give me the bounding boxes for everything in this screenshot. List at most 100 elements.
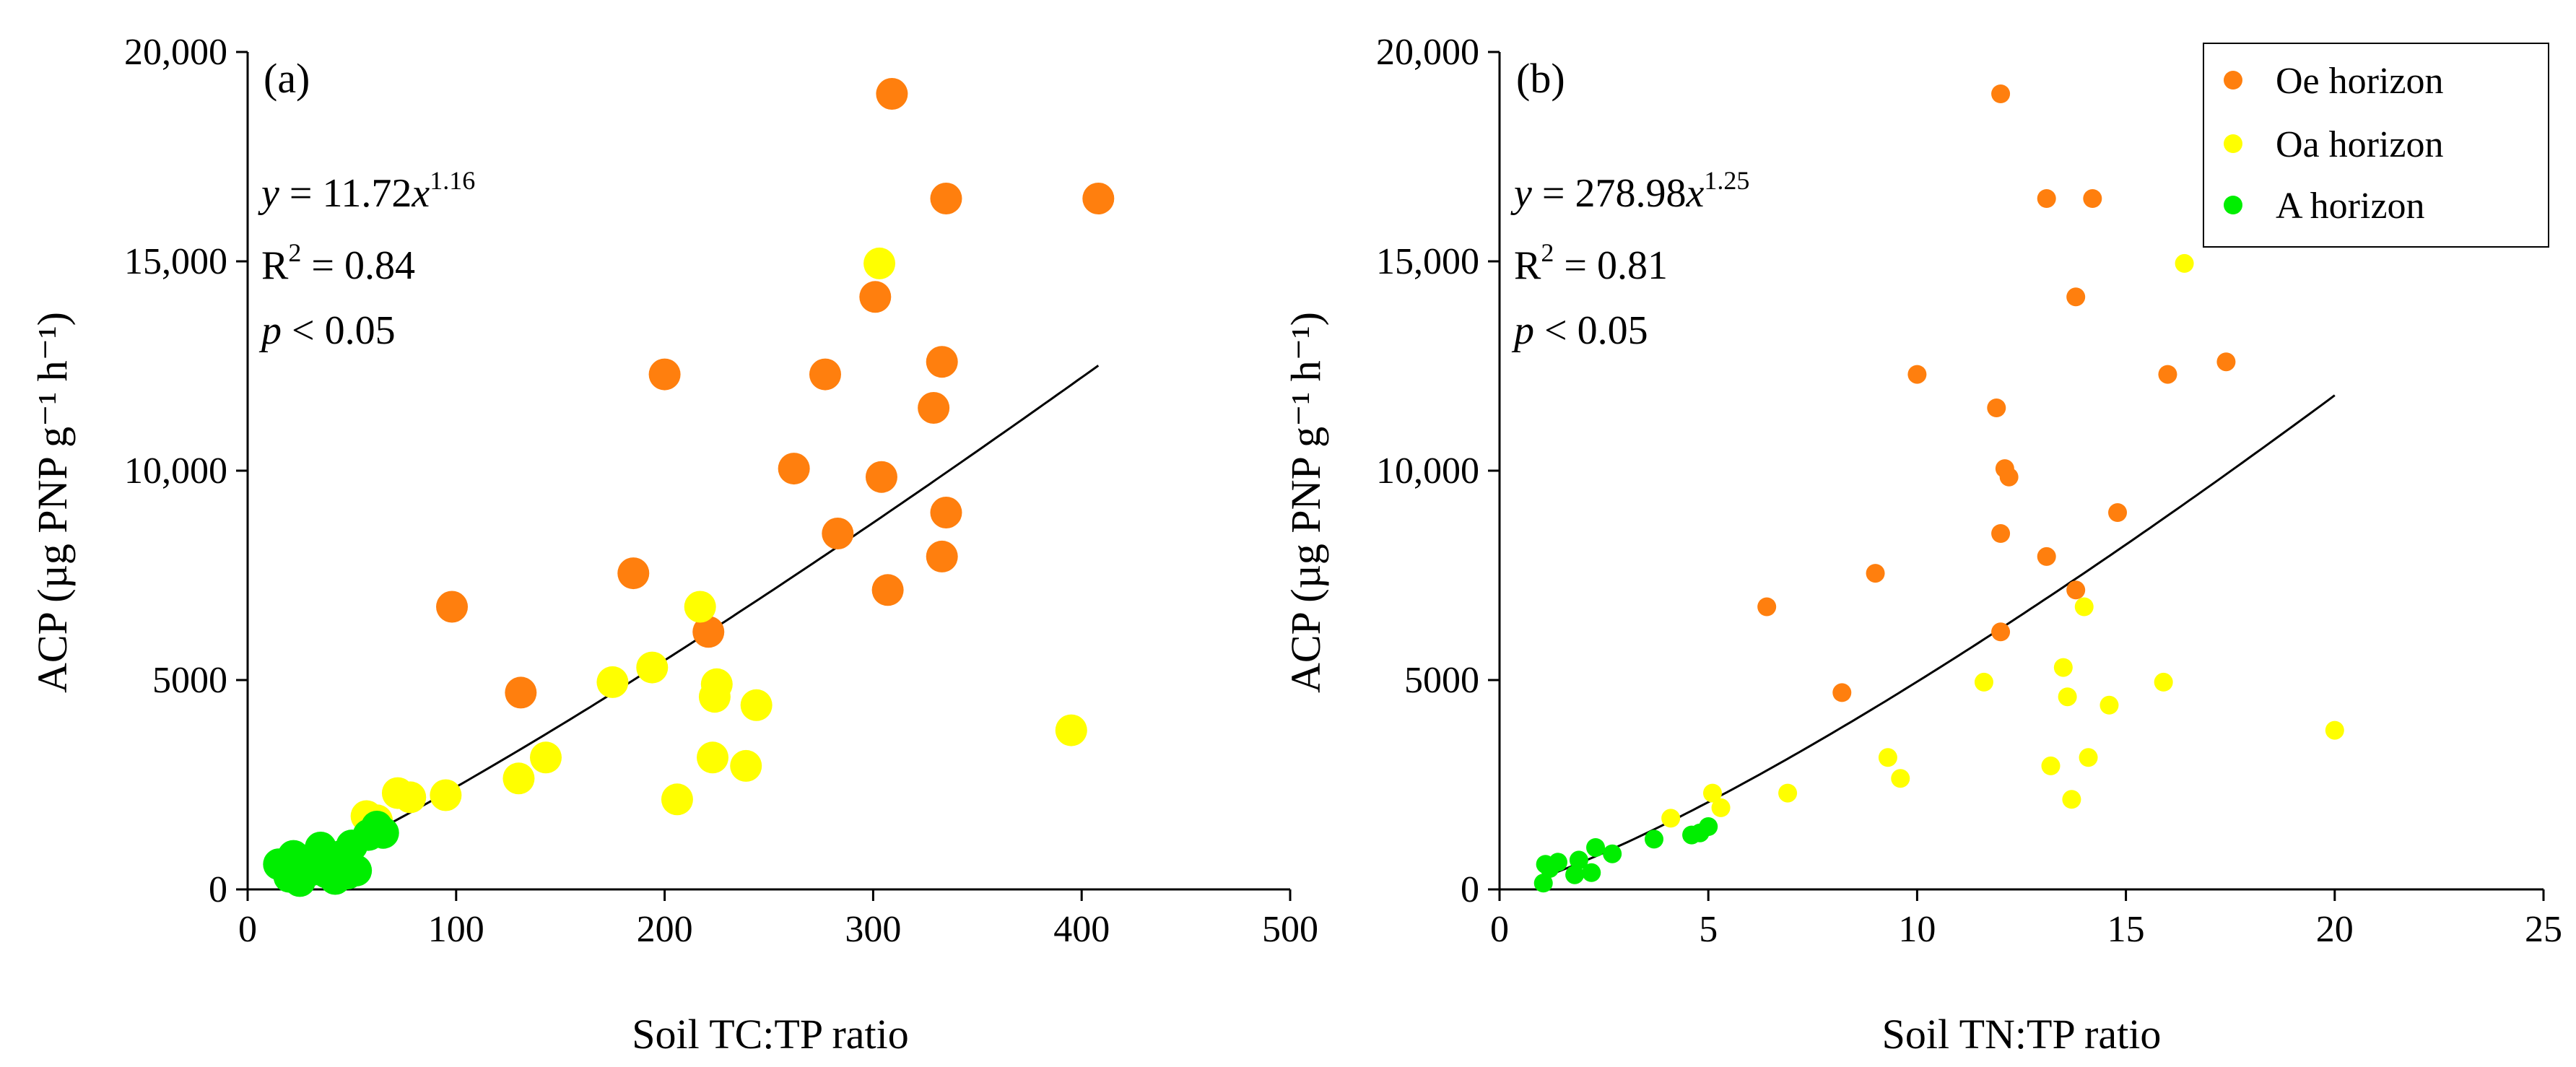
panel-b-point-a xyxy=(1586,838,1606,857)
panel-b-point-oa xyxy=(2079,748,2098,767)
panel-a-point-oe xyxy=(930,497,962,528)
panel-b-r-value: = 0.81 xyxy=(1554,243,1668,288)
panel-a-equation: y = 11.72x1.16 xyxy=(258,166,475,216)
panel-a-p-value: p < 0.05 xyxy=(258,308,396,353)
panel-a-point-oe xyxy=(809,358,841,391)
panel-b-p-var: p xyxy=(1511,308,1534,353)
panel-b-axes: 0 5 10 15 20 25 0 5000 10,000 15,000 20,000 xyxy=(1376,32,2562,950)
panel-b-eq-y: y xyxy=(1510,171,1532,216)
panel-a-point-oa xyxy=(529,741,562,774)
panel-b-point-oe xyxy=(2216,352,2236,372)
panel-b-point-oe xyxy=(1999,467,2019,487)
panel-b-eq-exponent: 1.25 xyxy=(1704,166,1749,195)
panel-a-p-text: < 0.05 xyxy=(282,308,396,353)
panel-b-point-oa xyxy=(1661,809,1681,828)
panel-b-point-a xyxy=(1690,823,1710,842)
panel-a-point-oa xyxy=(636,651,669,684)
panel-b-p-text: < 0.05 xyxy=(1534,308,1648,353)
panel-a-point-oe xyxy=(436,591,469,623)
panel-b-point-a xyxy=(1603,844,1622,863)
panel-a-eq-y: y xyxy=(258,171,279,216)
panel-b-fit-curve xyxy=(1541,394,2336,879)
panel-a-r-squared: R2 = 0.84 xyxy=(261,238,415,288)
panel-b-point-a xyxy=(1582,863,1601,882)
legend-marker-oa xyxy=(2224,134,2242,153)
panel-b-x-tick-label: 25 xyxy=(2525,909,2562,950)
panel-a-point-oe xyxy=(918,392,950,424)
panel-b-point-oe xyxy=(1832,683,1852,702)
legend-label-a: A horizon xyxy=(2276,186,2425,227)
panel-b-data-points xyxy=(1533,84,2344,893)
panel-a-point-oa xyxy=(661,783,693,816)
panel-b-point-oa xyxy=(2074,597,2094,617)
panel-b-point-oa xyxy=(2041,756,2061,775)
panel-a-eq-x: x xyxy=(411,171,430,216)
panel-b-point-oe xyxy=(1757,597,1777,617)
panel-a-point-oa xyxy=(684,591,716,623)
panel-a-data-points xyxy=(263,78,1115,897)
legend-label-oa: Oa horizon xyxy=(2276,124,2443,165)
panel-a-point-oa xyxy=(740,689,773,721)
panel-a-eq-coefficient: = 11.72 xyxy=(279,171,412,216)
panel-a-point-oe xyxy=(930,183,962,214)
panel-a-r-value: = 0.84 xyxy=(301,243,415,288)
panel-b-eq-x: x xyxy=(1685,171,1704,216)
legend-marker-oe xyxy=(2224,71,2242,90)
panel-b-point-oa xyxy=(1778,783,1798,803)
panel-b-x-axis-title: Soil TN:TP ratio xyxy=(1882,1011,2162,1058)
panel-b-r-sup: 2 xyxy=(1541,238,1554,267)
panel-a-point-a xyxy=(284,865,316,897)
panel-a-point-oa xyxy=(430,779,462,811)
panel-a-point-oe xyxy=(876,78,908,110)
panel-b-point-oe xyxy=(2037,546,2056,566)
panel-a-point-a xyxy=(331,857,364,889)
panel-b-point-oa xyxy=(2053,658,2073,677)
panel-b-point-a xyxy=(1645,829,1664,849)
panel-b-point-oe xyxy=(1991,84,2011,103)
panel-a-x-tick-label: 500 xyxy=(1262,909,1318,950)
panel-b-r-label: R xyxy=(1514,243,1541,288)
panel-b-eq-coefficient: = 278.98 xyxy=(1532,171,1687,216)
panel-b-point-oa xyxy=(2154,672,2173,692)
panel-a-x-tick-label: 200 xyxy=(637,909,693,950)
panel-b-point-oa xyxy=(2058,687,2077,707)
panel-b-point-oa xyxy=(1711,798,1731,817)
panel-a-y-tick-label: 5000 xyxy=(152,660,227,701)
panel-b-equation: y = 278.98x1.25 xyxy=(1510,166,1749,216)
panel-a-y-tick-label: 0 xyxy=(209,869,227,910)
panel-a-label: (a) xyxy=(264,55,310,102)
panel-b-point-oa xyxy=(2062,790,2081,809)
panel-b-point-oa xyxy=(2175,253,2194,273)
panel-a-point-oe xyxy=(648,358,681,391)
legend-marker-a xyxy=(2224,196,2242,214)
panel-a-point-oe xyxy=(822,518,854,549)
panel-a-y-tick-label: 15,000 xyxy=(124,241,227,282)
panel-a-point-oe xyxy=(865,461,897,493)
panel-b-point-oe xyxy=(2108,503,2128,522)
panel-b-point-oa xyxy=(1891,769,1910,788)
panel-b-point-oa xyxy=(1974,672,1993,692)
panel-a-point-oe xyxy=(926,346,958,378)
panel-a-r-sup: 2 xyxy=(288,238,301,267)
panel-b-point-oe xyxy=(2083,189,2102,208)
legend: Oe horizon Oa horizon A horizon xyxy=(2203,43,2549,248)
panel-a-point-oa xyxy=(698,681,731,713)
panel-a-p-var: p xyxy=(258,308,282,353)
panel-b-y-axis-title: ACP (µg PNP g⁻¹ h⁻¹) xyxy=(1282,312,1329,693)
panel-b-p-value: p < 0.05 xyxy=(1511,308,1648,353)
panel-b-point-oe xyxy=(2037,189,2056,208)
panel-b-point-oa xyxy=(2099,695,2119,715)
panel-b-point-oe xyxy=(1991,622,2011,642)
panel-b-point-oa xyxy=(1702,783,1722,803)
panel-b-y-tick-label: 15,000 xyxy=(1376,241,1479,282)
legend-box xyxy=(2203,43,2549,248)
panel-b-x-tick-label: 10 xyxy=(1898,909,1936,950)
panel-b-point-oe xyxy=(2066,287,2086,307)
panel-b-r-squared: R2 = 0.81 xyxy=(1514,238,1668,288)
panel-a-x-tick-label: 0 xyxy=(238,909,257,950)
panel-b-y-tick-label: 5000 xyxy=(1404,660,1479,701)
panel-b-chart: 0 5 10 15 20 25 0 5000 10,000 15,000 20,000 (b) y … xyxy=(1282,32,2562,1058)
panel-a-point-a xyxy=(367,816,399,849)
panel-a-x-tick-label: 300 xyxy=(845,909,901,950)
